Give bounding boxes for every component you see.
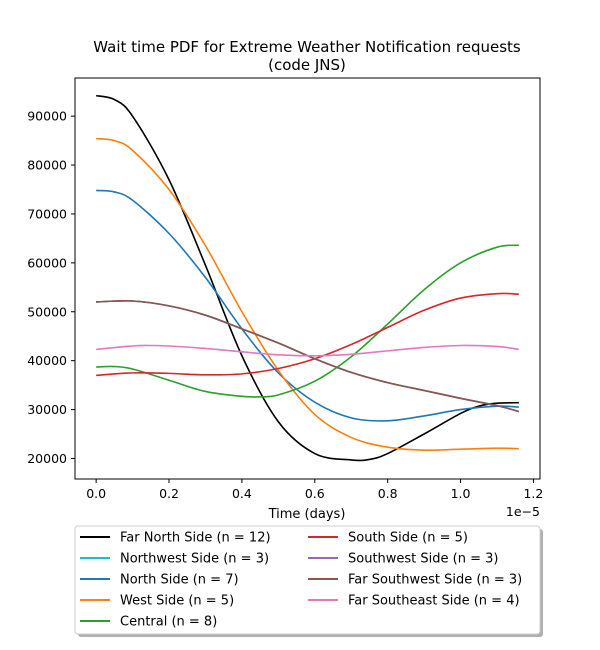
- x-tick-label: 0.0: [86, 486, 106, 501]
- series-layer: [95, 94, 520, 462]
- series-line-0: [95, 94, 519, 462]
- series-line-3: [96, 137, 519, 452]
- legend-label-6: Southwest Side (n = 3): [348, 552, 498, 567]
- legend-label-8: Far Southeast Side (n = 4): [348, 594, 520, 609]
- y-tick-label: 60000: [27, 255, 67, 270]
- series-line-4: [96, 244, 519, 398]
- series-line-5: [96, 292, 519, 377]
- plot-frame: [74, 77, 541, 480]
- legend-label-5: South Side (n = 5): [348, 531, 468, 546]
- x-tick-label: 1.2: [523, 486, 543, 501]
- x-axis: 0.0 0.2 0.4 0.6 0.8 1.0 1.2: [86, 479, 543, 501]
- y-tick-label: 20000: [27, 451, 67, 466]
- y-tick-label: 90000: [27, 109, 67, 124]
- y-tick-label: 70000: [27, 206, 67, 221]
- chart-subtitle: (code JNS): [268, 56, 346, 74]
- series-line-8: [96, 344, 519, 357]
- legend-frame: [74, 525, 541, 635]
- series-line-2: [96, 189, 519, 422]
- x-tick-label: 0.4: [232, 486, 252, 501]
- y-tick-label: 40000: [27, 353, 67, 368]
- x-tick-label: 0.6: [305, 486, 325, 501]
- x-tick-label: 0.2: [159, 486, 179, 501]
- series-line-7: [96, 300, 520, 413]
- legend-label-7: Far Southwest Side (n = 3): [348, 573, 522, 588]
- y-axis: 20000 30000 40000 50000 60000 70000 80000 90000: [27, 109, 75, 466]
- chart-title: Wait time PDF for Extreme Weather Notifi…: [93, 38, 521, 56]
- legend-label-0: Far North Side (n = 12): [120, 531, 271, 546]
- legend-label-1: Northwest Side (n = 3): [120, 552, 269, 567]
- y-tick-label: 80000: [27, 158, 67, 173]
- y-tick-label: 30000: [27, 402, 67, 417]
- legend-label-3: West Side (n = 5): [120, 594, 234, 609]
- y-tick-label: 50000: [27, 304, 67, 319]
- x-tick-label: 1.0: [451, 486, 471, 501]
- x-tick-label: 0.8: [378, 486, 398, 501]
- legend-label-4: Central (n = 8): [120, 615, 217, 630]
- legend: Far North Side (n = 12) Northwest Side (n…: [74, 525, 543, 637]
- legend-items: Far North Side (n = 12) Northwest Side (n…: [80, 531, 522, 630]
- x-axis-label: Time (days): [268, 507, 346, 522]
- x-offset-text: 1e−5: [506, 504, 540, 519]
- legend-label-2: North Side (n = 7): [120, 573, 239, 588]
